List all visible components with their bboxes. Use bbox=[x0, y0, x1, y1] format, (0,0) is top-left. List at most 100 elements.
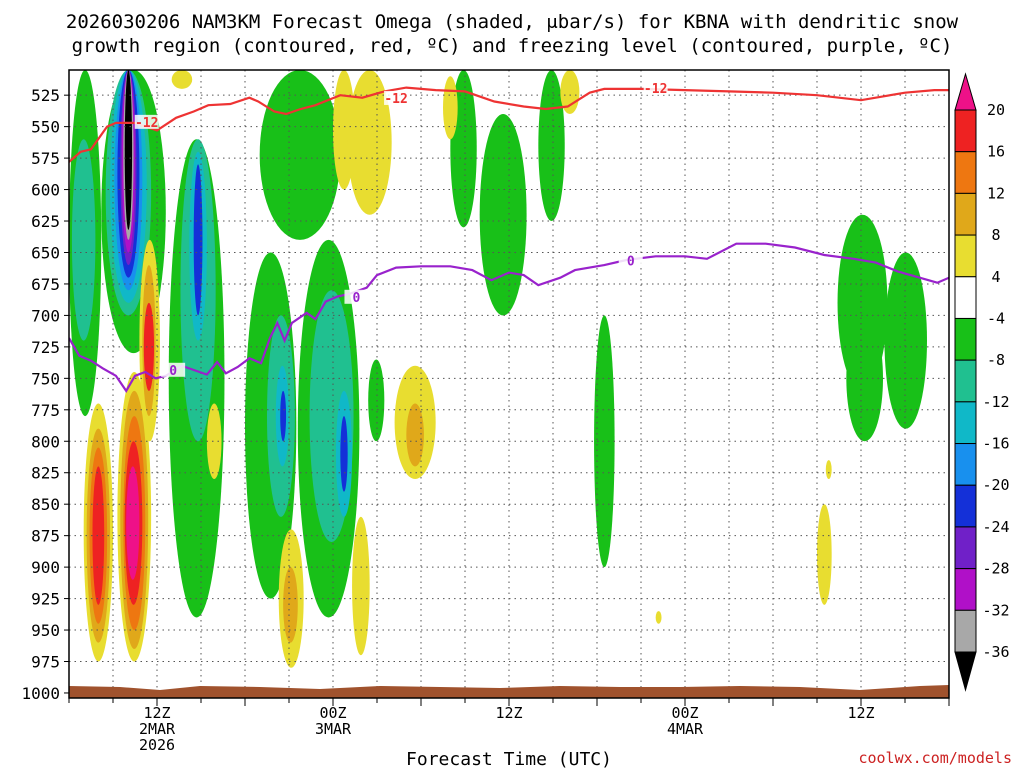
contour-label: -12 bbox=[644, 82, 667, 97]
plot-area: -12 -12 -12 0 0 0 bbox=[69, 70, 949, 698]
x-tick-label: 00Z bbox=[671, 704, 698, 722]
y-tick-label: 975 bbox=[31, 653, 60, 672]
y-tick-label: 800 bbox=[31, 432, 60, 451]
y-tick-label: 775 bbox=[31, 401, 60, 420]
omega-green-c5 bbox=[368, 359, 385, 442]
contour-label: 0 bbox=[627, 254, 635, 269]
omega-yellow-tiny-b bbox=[825, 460, 832, 480]
y-tick-label: 550 bbox=[31, 118, 60, 137]
contour-label: 0 bbox=[353, 291, 361, 306]
colorbar-band bbox=[954, 317, 977, 361]
omega-blue-c4 bbox=[340, 416, 348, 492]
colorbar-band bbox=[954, 234, 977, 278]
colorbar-label: -24 bbox=[982, 518, 1009, 536]
x-tick-label: 2026 bbox=[139, 736, 175, 754]
colorbar-label: -16 bbox=[982, 435, 1009, 453]
colorbar-band bbox=[954, 443, 977, 486]
omega-yellow-low-c4 bbox=[352, 516, 370, 656]
contour-label-bg bbox=[161, 362, 186, 377]
omega-red-mid-b bbox=[143, 302, 155, 391]
colorbar-label: 20 bbox=[987, 101, 1005, 119]
x-tick-label: 2MAR bbox=[139, 720, 176, 738]
y-tick-label: 875 bbox=[31, 527, 60, 546]
colorbar-label: -20 bbox=[982, 476, 1009, 494]
y-tick-label: 925 bbox=[31, 590, 60, 609]
y-tick-label: 1000 bbox=[21, 684, 60, 703]
omega-yellow-late bbox=[817, 504, 832, 605]
y-tick-label: 750 bbox=[31, 369, 60, 388]
contour-label-bg bbox=[134, 114, 159, 129]
colorbar-label: 12 bbox=[987, 184, 1005, 202]
x-tick-label: 12Z bbox=[143, 704, 170, 722]
colorbar-label: 16 bbox=[987, 143, 1005, 161]
omega-red-low-a bbox=[92, 466, 105, 605]
y-tick-label: 950 bbox=[31, 621, 60, 640]
colorbar-band bbox=[954, 151, 977, 194]
y-tick-label: 575 bbox=[31, 149, 60, 168]
colorbar-band bbox=[954, 401, 977, 445]
colorbar-label: -36 bbox=[982, 643, 1009, 661]
credit-text: coolwx.com/models bbox=[858, 749, 1012, 767]
colorbar-label: -32 bbox=[982, 601, 1009, 619]
contour-label-bg bbox=[643, 80, 668, 95]
y-tick-label: 525 bbox=[31, 86, 60, 105]
x-tick-label: 00Z bbox=[319, 704, 346, 722]
y-tick-label: 625 bbox=[31, 212, 60, 231]
contour-label-bg bbox=[344, 289, 369, 304]
y-tick-label: 850 bbox=[31, 495, 60, 514]
x-tick-label: 12Z bbox=[847, 704, 874, 722]
y-tick-label: 675 bbox=[31, 275, 60, 294]
contour-label-bg bbox=[618, 253, 643, 268]
colorbar-label: -4 bbox=[987, 309, 1005, 327]
omega-blue-c3 bbox=[280, 390, 287, 442]
omega-yellow-tiny-a bbox=[655, 611, 662, 624]
colorbar-band bbox=[954, 276, 977, 319]
x-tick-label: 3MAR bbox=[315, 720, 352, 738]
chart-title-line-2: growth region (contoured, red, ºC) and f… bbox=[72, 35, 953, 57]
colorbar: 20 16 12 8 4 -4 -8 -12 -16 -20 -24 -28 -32 -36 bbox=[954, 72, 1010, 692]
omega-black-col bbox=[124, 70, 133, 230]
colorbar-band bbox=[954, 609, 977, 653]
chart-title-line-1: 2026030206 NAM3KM Forecast Omega (shaded… bbox=[66, 11, 959, 33]
contour-label-bg bbox=[384, 90, 409, 105]
colorbar-band bbox=[954, 526, 977, 570]
omega-yellow-top bbox=[171, 70, 193, 89]
omega-gold-low-c3 bbox=[283, 567, 298, 643]
colorbar-label: -28 bbox=[982, 560, 1009, 578]
omega-magenta-low-b bbox=[126, 466, 140, 580]
terrain-band bbox=[69, 685, 949, 698]
colorbar-label: 8 bbox=[991, 226, 1000, 244]
omega-yellow-c5c bbox=[443, 76, 458, 140]
colorbar-band bbox=[954, 359, 977, 403]
omega-green-late-c bbox=[884, 252, 927, 429]
y-axis-ticks: 525 550 575 600 625 650 675 700 725 750 775 800 825 8… bbox=[21, 86, 69, 703]
omega-teal-left bbox=[71, 139, 96, 341]
y-tick-label: 650 bbox=[31, 243, 60, 262]
omega-yellow-c5 bbox=[347, 70, 392, 215]
y-tick-label: 600 bbox=[31, 181, 60, 200]
colorbar-bottom-arrow bbox=[954, 651, 977, 692]
colorbar-band bbox=[954, 568, 977, 611]
omega-yellow-c3b bbox=[206, 403, 222, 480]
y-tick-label: 700 bbox=[31, 306, 60, 325]
omega-gold-c5b bbox=[406, 403, 424, 467]
colorbar-band bbox=[954, 109, 977, 153]
grid-lines bbox=[69, 70, 949, 698]
omega-green-c6 bbox=[479, 114, 527, 316]
colorbar-band bbox=[954, 484, 977, 528]
y-tick-label: 725 bbox=[31, 338, 60, 357]
y-tick-label: 825 bbox=[31, 464, 60, 483]
colorbar-band bbox=[954, 192, 977, 236]
contour-label: -12 bbox=[135, 116, 158, 131]
colorbar-label: -12 bbox=[982, 393, 1009, 411]
x-axis-title: Forecast Time (UTC) bbox=[406, 749, 612, 768]
colorbar-label: -8 bbox=[987, 351, 1005, 369]
contour-lines: -12 -12 -12 0 0 0 bbox=[69, 80, 949, 393]
omega-blue-c2 bbox=[193, 164, 203, 316]
contour-label: -12 bbox=[384, 92, 407, 107]
colorbar-label: 4 bbox=[991, 268, 1000, 286]
x-tick-label: 4MAR bbox=[667, 720, 704, 738]
y-tick-label: 900 bbox=[31, 558, 60, 577]
